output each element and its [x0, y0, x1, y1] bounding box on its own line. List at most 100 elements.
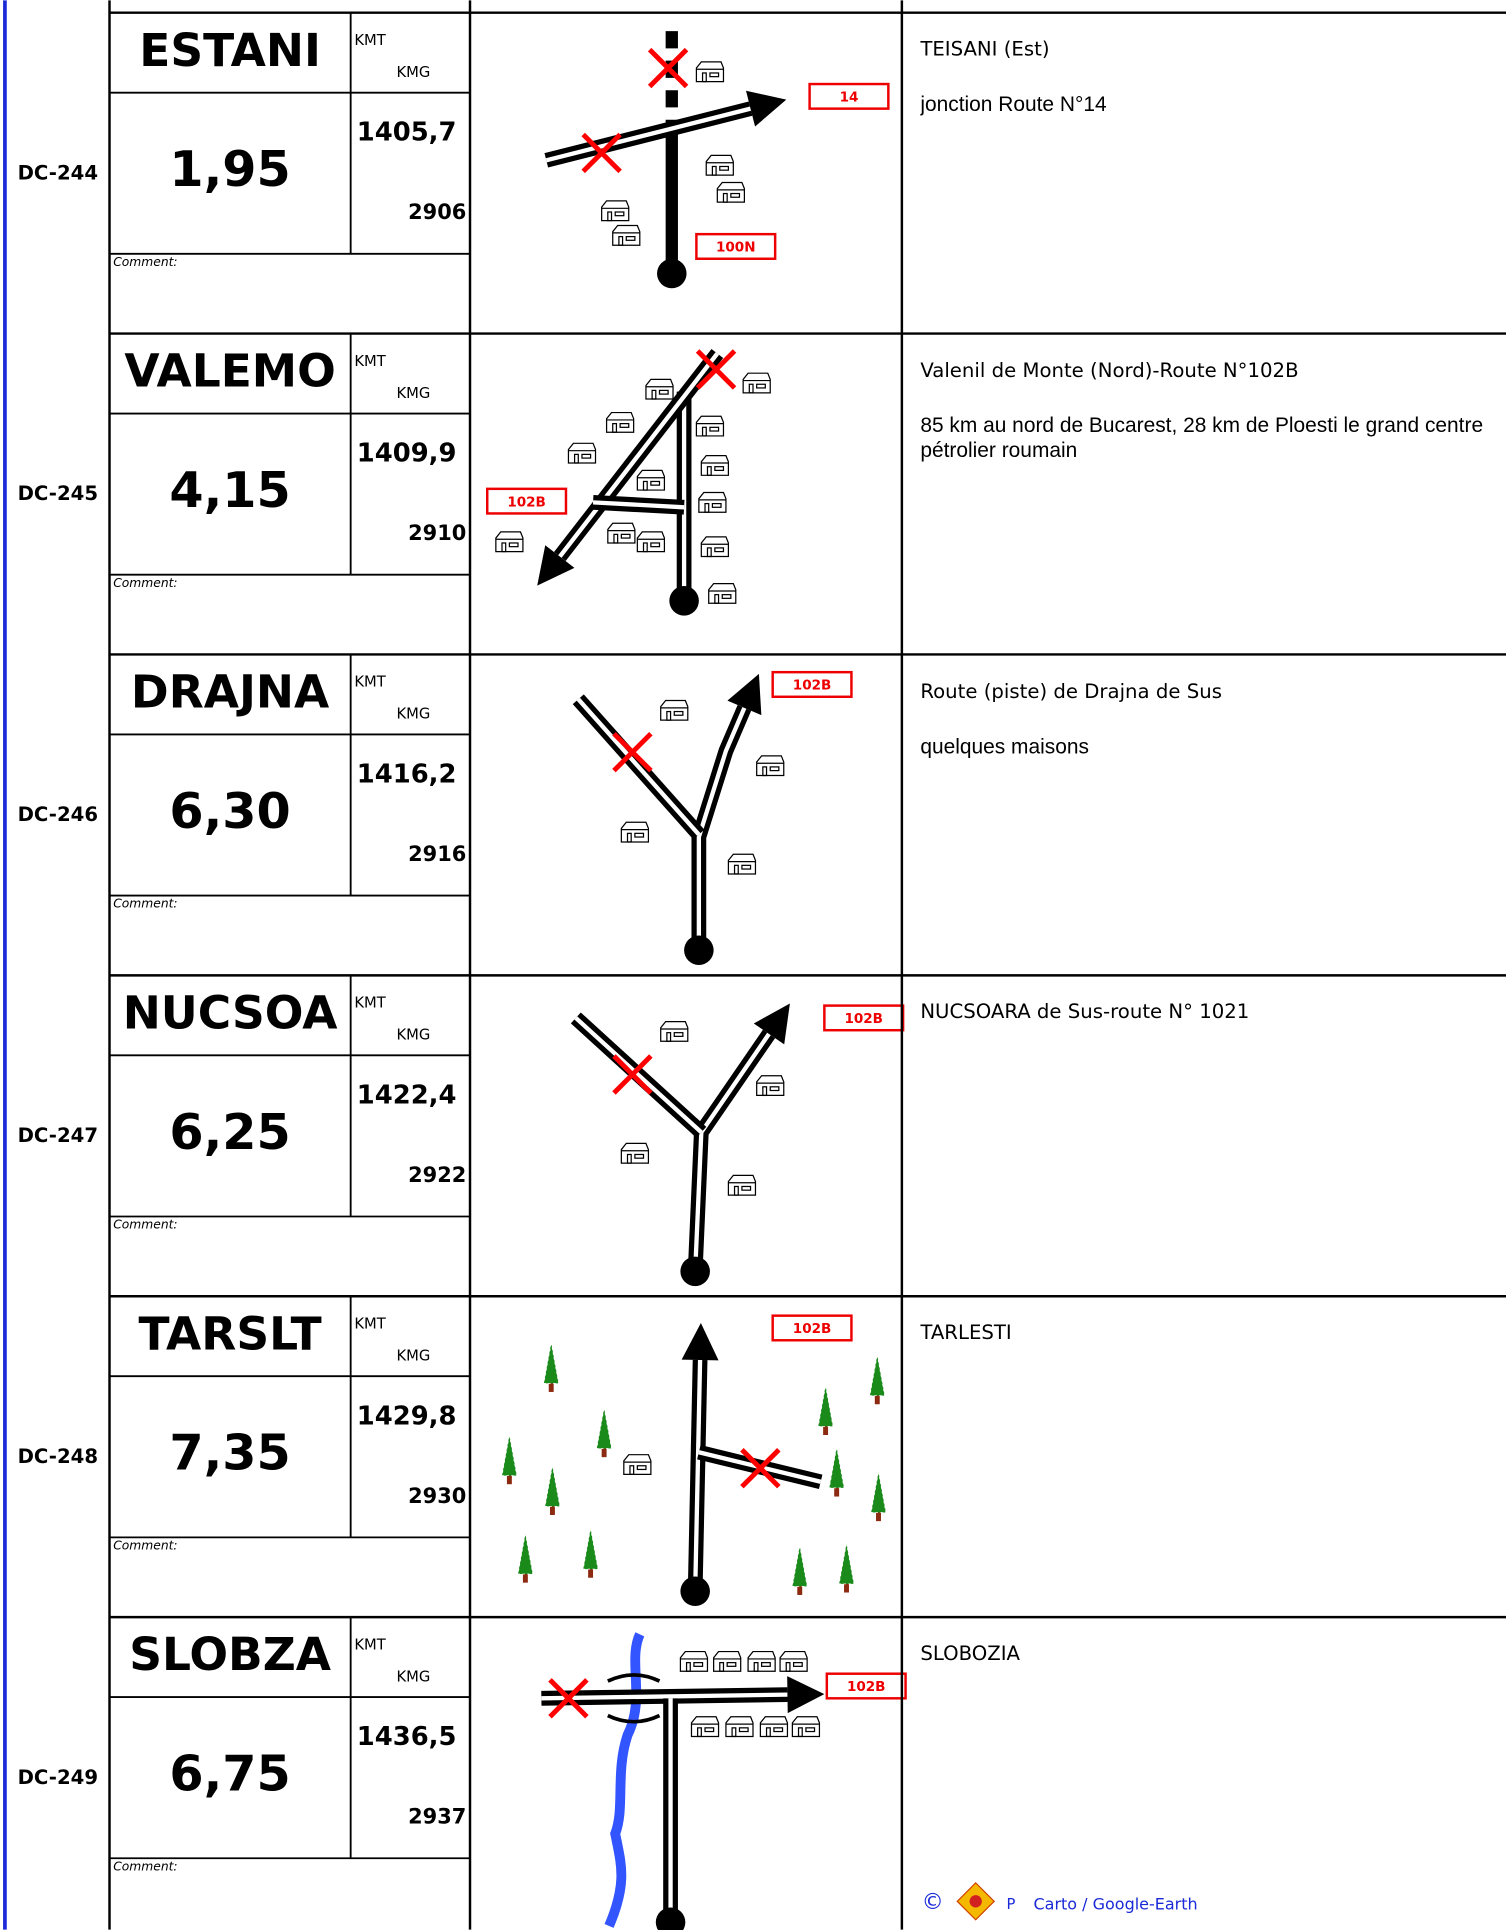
- house: [727, 1174, 757, 1196]
- house-window: [760, 1662, 771, 1667]
- house-window: [741, 1185, 752, 1191]
- comment-label: Comment:: [113, 897, 177, 911]
- house-window: [714, 466, 725, 471]
- house-window: [634, 1153, 645, 1159]
- house: [713, 1650, 742, 1672]
- house-window: [714, 547, 725, 553]
- house-window: [756, 383, 766, 389]
- house-door: [607, 211, 613, 222]
- kmt-label: KMT: [354, 32, 386, 49]
- house: [791, 1716, 821, 1738]
- bridge: [607, 1673, 661, 1724]
- house-window: [711, 502, 722, 508]
- house-door: [748, 383, 754, 394]
- kmg-label: KMG: [396, 706, 430, 723]
- house-door: [714, 594, 720, 604]
- logo-center: [969, 1895, 982, 1908]
- route-label: 100N: [716, 240, 756, 256]
- house-door: [733, 864, 739, 875]
- house: [636, 531, 666, 553]
- house-window: [805, 1727, 816, 1733]
- description-box: SLOBOZIA: [920, 1642, 1020, 1665]
- tree-trunk: [797, 1585, 803, 1595]
- description-box: Valenil de Monte (Nord)-Route N°102B 85 k…: [920, 358, 1492, 463]
- road-center: [545, 106, 752, 163]
- route-box: [808, 82, 890, 110]
- waypoint-name: NUCSOA: [123, 986, 338, 1039]
- house-door: [797, 1727, 803, 1738]
- route-label: 102B: [847, 1679, 886, 1695]
- house-door: [613, 533, 619, 544]
- route-label: 102B: [793, 1321, 832, 1337]
- cross: [612, 1054, 653, 1095]
- cross: [695, 349, 737, 390]
- cross: [647, 47, 689, 89]
- description: Route (piste) de Drajna de Sus quelques m…: [920, 679, 1492, 759]
- tree-trunk: [548, 1382, 554, 1392]
- tree-trunk: [522, 1572, 528, 1583]
- house-window: [673, 1032, 684, 1037]
- kmt-value: 1422,4: [357, 1080, 457, 1110]
- waypoint-code: DC-249: [18, 1766, 98, 1789]
- house-door: [629, 1465, 635, 1475]
- house-door: [711, 165, 717, 176]
- route-label: 102B: [507, 494, 546, 510]
- house: [623, 1454, 652, 1475]
- house: [756, 755, 785, 777]
- house: [695, 61, 725, 83]
- arrow-head: [746, 90, 787, 127]
- house: [679, 1650, 709, 1672]
- kmt-value: 1436,5: [357, 1722, 457, 1752]
- house-door: [706, 547, 712, 558]
- kmt-value: 1416,2: [357, 760, 457, 790]
- house: [708, 582, 737, 604]
- comment-label: Comment:: [113, 1859, 177, 1873]
- description: TARLESTI: [920, 1321, 1492, 1344]
- arrow-head: [537, 545, 575, 586]
- road-center: [592, 500, 685, 510]
- waypoint-name: DRAJNA: [131, 666, 329, 719]
- comment-label: Comment:: [113, 1218, 177, 1232]
- description-line: Valenil de Monte (Nord)-Route N°102B: [920, 358, 1299, 382]
- copyright: ©: [922, 1889, 944, 1915]
- house-window: [673, 710, 684, 716]
- road-center: [693, 1359, 703, 1592]
- distance: 7,35: [169, 1424, 290, 1482]
- house-door: [612, 423, 618, 433]
- house-door: [719, 1662, 725, 1672]
- waypoint-code: DC-244: [18, 161, 98, 184]
- house-window: [709, 426, 720, 432]
- description-box: Route (piste) de Drajna de Sus quelques m…: [920, 679, 1492, 759]
- house-door: [626, 832, 632, 843]
- house-door: [706, 466, 712, 476]
- tree: [501, 1434, 518, 1476]
- description-line: Route (piste) de Drajna de Sus: [920, 679, 1222, 703]
- house: [690, 1716, 720, 1738]
- tree: [517, 1533, 534, 1575]
- road-center: [558, 352, 720, 558]
- house-door: [762, 766, 768, 777]
- route-label: 102B: [844, 1011, 883, 1027]
- house-door: [501, 542, 507, 553]
- house-door: [651, 389, 657, 400]
- house: [567, 442, 597, 464]
- tree-trunk: [601, 1447, 607, 1458]
- route-box: [771, 1314, 853, 1342]
- house: [660, 699, 689, 721]
- tree-trunk: [876, 1511, 881, 1522]
- house-window: [650, 542, 661, 548]
- description: Valenil de Monte (Nord)-Route N°102B 85 k…: [920, 358, 1492, 463]
- credit: Carto / Google-Earth: [1034, 1895, 1198, 1914]
- description-line: TEISANI (Est): [920, 37, 1050, 61]
- house-window: [581, 453, 592, 459]
- house: [700, 536, 730, 558]
- kmg-label: KMG: [396, 385, 430, 402]
- house-window: [719, 165, 730, 171]
- kmg-value: 2910: [408, 521, 466, 545]
- arrow-head: [727, 673, 762, 716]
- comment-label: Comment:: [113, 576, 177, 590]
- house: [698, 491, 727, 513]
- cross: [612, 731, 653, 773]
- house: [612, 224, 641, 246]
- kmg-value: 2937: [408, 1805, 466, 1829]
